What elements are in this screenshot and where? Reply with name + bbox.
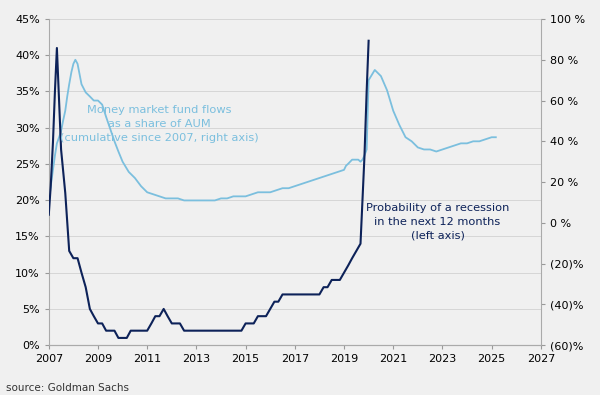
Text: source: Goldman Sachs: source: Goldman Sachs [6, 383, 129, 393]
Text: Money market fund flows
as a share of AUM
(cumulative since 2007, right axis): Money market fund flows as a share of AU… [60, 105, 259, 143]
Text: Probability of a recession
in the next 12 months
(left axis): Probability of a recession in the next 1… [366, 203, 509, 241]
